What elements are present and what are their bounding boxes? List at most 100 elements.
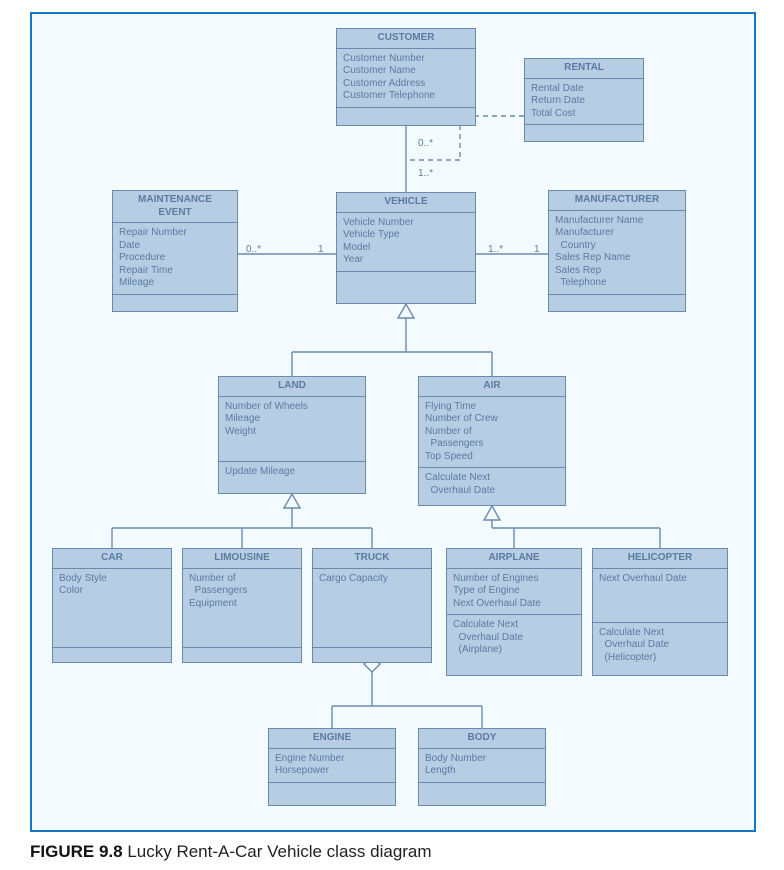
attribute: Weight [225, 426, 359, 439]
class-body: BODYBody NumberLength [418, 728, 546, 806]
class-attributes: Number of EnginesType of EngineNext Over… [447, 569, 581, 616]
attribute: Top Speed [425, 451, 559, 464]
class-vehicle: VEHICLEVehicle NumberVehicle TypeModelYe… [336, 192, 476, 304]
attribute: Repair Time [119, 265, 231, 278]
class-operations [549, 295, 685, 311]
multiplicity-label: 1..* [488, 244, 503, 255]
class-operations [313, 648, 431, 662]
class-title: AIR [419, 377, 565, 397]
class-title: CAR [53, 549, 171, 569]
class-airplane: AIRPLANENumber of EnginesType of EngineN… [446, 548, 582, 676]
attribute: Body Style [59, 573, 165, 586]
attribute: Flying Time [425, 401, 559, 414]
operation: Calculate Next Overhaul Date (Helicopter… [599, 627, 721, 665]
attribute: Next Overhaul Date [599, 573, 721, 586]
attribute: Horsepower [275, 765, 389, 778]
page: { "layout": { "page": { "w": 784, "h": 8… [0, 0, 784, 870]
class-operations [337, 272, 475, 302]
attribute: Customer Address [343, 78, 469, 91]
class-title: LIMOUSINE [183, 549, 301, 569]
class-attributes: Rental DateReturn DateTotal Cost [525, 79, 643, 126]
attribute: Date [119, 240, 231, 253]
attribute: Color [59, 585, 165, 598]
attribute: Manufacturer Country [555, 227, 679, 252]
class-attributes: Customer NumberCustomer NameCustomer Add… [337, 49, 475, 108]
class-operations: Calculate Next Overhaul Date [419, 468, 565, 501]
class-title: MAINTENANCEEVENT [113, 191, 237, 223]
attribute: Year [343, 254, 469, 267]
class-title: HELICOPTER [593, 549, 727, 569]
class-operations: Calculate Next Overhaul Date (Helicopter… [593, 623, 727, 669]
class-attributes: Vehicle NumberVehicle TypeModelYear [337, 213, 475, 272]
attribute: Customer Name [343, 65, 469, 78]
class-title: CUSTOMER [337, 29, 475, 49]
class-attributes: Repair NumberDateProcedureRepair TimeMil… [113, 223, 237, 295]
class-operations [419, 783, 545, 805]
attribute: Mileage [119, 277, 231, 290]
attribute: Rental Date [531, 83, 637, 96]
class-engine: ENGINEEngine NumberHorsepower [268, 728, 396, 806]
class-operations: Calculate Next Overhaul Date (Airplane) [447, 615, 581, 661]
attribute: Repair Number [119, 227, 231, 240]
class-attributes: Manufacturer NameManufacturer CountrySal… [549, 211, 685, 295]
class-attributes: Next Overhaul Date [593, 569, 727, 623]
attribute: Equipment [189, 598, 295, 611]
class-operations: Update Mileage [219, 462, 365, 483]
class-helicopter: HELICOPTER Next Overhaul Date Calculate Ne… [592, 548, 728, 676]
attribute: Sales Rep Telephone [555, 265, 679, 290]
figure-caption: FIGURE 9.8 Lucky Rent-A-Car Vehicle clas… [30, 842, 432, 862]
class-operations [113, 295, 237, 311]
attribute: Engine Number [275, 753, 389, 766]
class-title: RENTAL [525, 59, 643, 79]
operation: Update Mileage [225, 466, 359, 479]
class-attributes: Flying TimeNumber of CrewNumber of Passe… [419, 397, 565, 469]
class-title: LAND [219, 377, 365, 397]
attribute: Number of Crew [425, 413, 559, 426]
operation: Calculate Next Overhaul Date (Airplane) [453, 619, 575, 657]
class-limousine: LIMOUSINENumber of PassengersEquipment [182, 548, 302, 663]
class-attributes: Number of PassengersEquipment [183, 569, 301, 648]
class-customer: CUSTOMERCustomer NumberCustomer NameCust… [336, 28, 476, 126]
class-attributes: Engine NumberHorsepower [269, 749, 395, 783]
attribute: Length [425, 765, 539, 778]
attribute: Total Cost [531, 108, 637, 121]
class-title: MANUFACTURER [549, 191, 685, 211]
attribute: Mileage [225, 413, 359, 426]
class-attributes: Body StyleColor [53, 569, 171, 648]
attribute: Next Overhaul Date [453, 598, 575, 611]
attribute: Number of Engines [453, 573, 575, 586]
class-land: LANDNumber of WheelsMileageWeightUpdate … [218, 376, 366, 494]
multiplicity-label: 0..* [246, 244, 261, 255]
attribute: Procedure [119, 252, 231, 265]
attribute: Manufacturer Name [555, 215, 679, 228]
class-operations [53, 648, 171, 662]
class-title: TRUCK [313, 549, 431, 569]
attribute: Number of Wheels [225, 401, 359, 414]
multiplicity-label: 1..* [418, 168, 433, 179]
class-maintenance: MAINTENANCEEVENTRepair NumberDateProcedu… [112, 190, 238, 312]
attribute: Sales Rep Name [555, 252, 679, 265]
attribute: Customer Telephone [343, 90, 469, 103]
attribute: Body Number [425, 753, 539, 766]
class-title: BODY [419, 729, 545, 749]
attribute: Customer Number [343, 53, 469, 66]
class-title: VEHICLE [337, 193, 475, 213]
class-operations [337, 108, 475, 124]
class-attributes: Body NumberLength [419, 749, 545, 783]
class-car: CARBody StyleColor [52, 548, 172, 663]
attribute: Model [343, 242, 469, 255]
class-title: AIRPLANE [447, 549, 581, 569]
attribute: Number of Passengers [425, 426, 559, 451]
attribute: Type of Engine [453, 585, 575, 598]
class-attributes: Number of WheelsMileageWeight [219, 397, 365, 462]
class-title: ENGINE [269, 729, 395, 749]
class-rental: RENTALRental DateReturn DateTotal Cost [524, 58, 644, 142]
multiplicity-label: 0..* [418, 138, 433, 149]
attribute: Number of Passengers [189, 573, 295, 598]
operation: Calculate Next Overhaul Date [425, 472, 559, 497]
class-air: AIRFlying TimeNumber of CrewNumber of Pa… [418, 376, 566, 506]
class-operations [525, 125, 643, 141]
attribute: Return Date [531, 95, 637, 108]
class-attributes: Cargo Capacity [313, 569, 431, 648]
figure-title: Lucky Rent-A-Car Vehicle class diagram [127, 842, 431, 861]
